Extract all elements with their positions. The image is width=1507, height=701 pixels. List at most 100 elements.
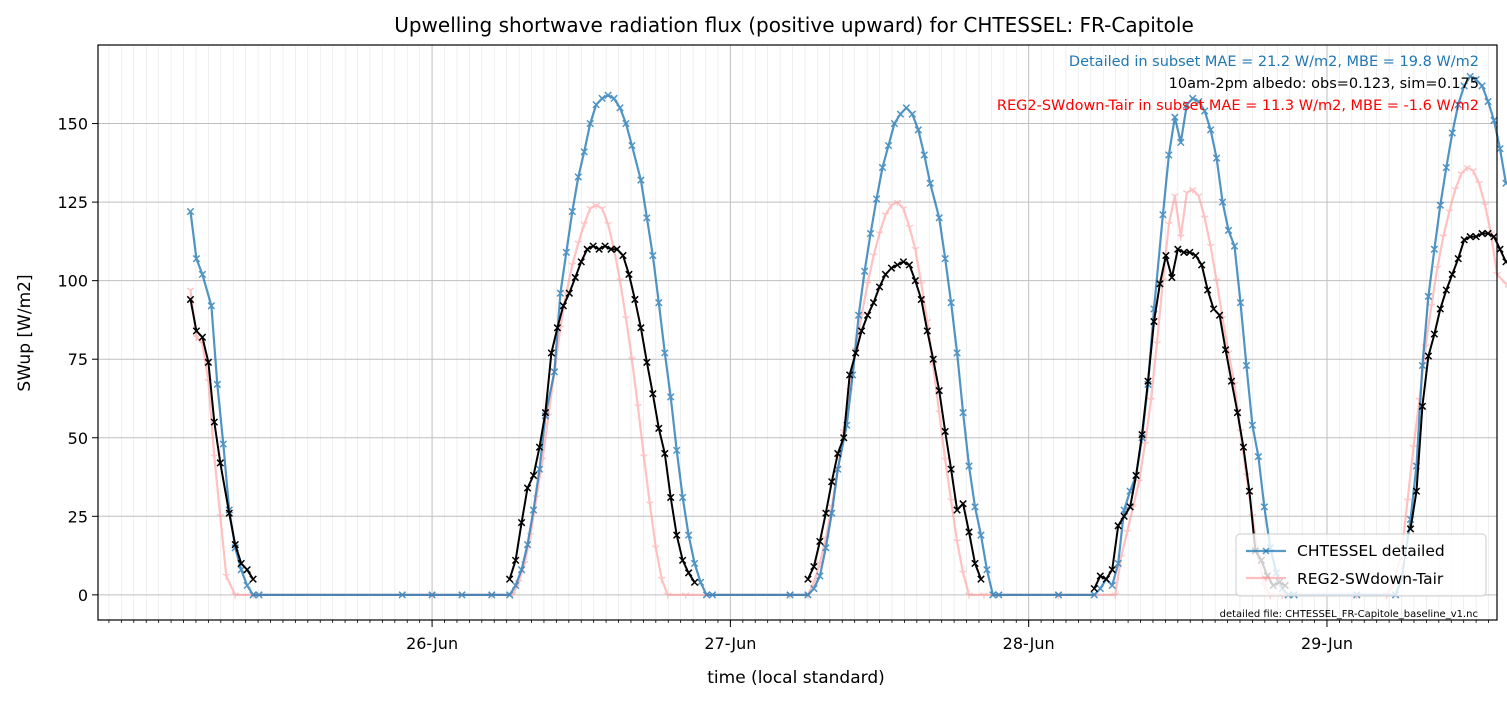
data-point-obs — [1502, 258, 1507, 266]
data-point-detailed — [192, 254, 201, 263]
data-point-obs — [186, 295, 195, 304]
annotation-reg2-mae: REG2-SWdown-Tair in subset MAE = 11.3 W/… — [997, 98, 1479, 114]
data-point-obs — [887, 264, 896, 272]
data-point-obs — [1478, 229, 1486, 238]
data-point-obs — [1490, 232, 1498, 241]
data-point-detailed — [989, 591, 997, 599]
data-point-detailed — [678, 493, 687, 502]
data-point-obs — [1150, 317, 1158, 326]
data-point-obs — [863, 311, 872, 319]
data-point-obs — [1138, 430, 1146, 439]
data-point-obs — [249, 575, 257, 583]
data-point-obs — [690, 578, 699, 587]
data-point-detailed — [1430, 245, 1439, 253]
data-point-reg2 — [1182, 190, 1191, 197]
data-point-reg2 — [1409, 444, 1418, 452]
data-point-obs — [216, 459, 225, 467]
data-point-obs — [204, 358, 213, 367]
data-point-obs — [816, 537, 824, 546]
x-tick-label: 26-Jun — [406, 634, 458, 653]
data-point-obs — [834, 449, 842, 458]
data-point-obs — [529, 471, 538, 480]
legend-marker-reg2 — [1262, 575, 1270, 582]
data-point-obs — [953, 506, 961, 514]
data-point-obs — [1120, 512, 1128, 521]
data-point-obs — [875, 283, 884, 291]
data-point-detailed — [643, 214, 651, 222]
data-point-obs — [541, 408, 550, 417]
plot-area — [98, 45, 1497, 620]
data-point-reg2 — [1153, 340, 1161, 348]
data-point-reg2 — [222, 573, 231, 581]
data-point-detailed — [1254, 452, 1263, 461]
x-tick-label: 29-Jun — [1301, 634, 1353, 653]
data-point-detailed — [941, 254, 949, 263]
data-point-detailed — [213, 380, 222, 389]
data-point-detailed — [1183, 100, 1191, 109]
data-point-obs — [845, 371, 854, 379]
data-point-reg2 — [905, 224, 914, 232]
data-point-detailed — [860, 267, 869, 275]
data-point-reg2 — [980, 592, 988, 599]
data-point-detailed — [249, 591, 257, 599]
data-point-obs — [1406, 525, 1415, 533]
data-point-detailed — [1218, 198, 1227, 206]
data-point-detailed — [616, 104, 624, 112]
data-point-detailed — [655, 298, 663, 307]
data-point-detailed — [1230, 242, 1239, 250]
data-point-detailed — [822, 544, 830, 552]
data-point-detailed — [672, 446, 681, 455]
data-point-detailed — [947, 298, 955, 307]
data-point-obs — [941, 427, 949, 436]
data-point-detailed — [550, 368, 559, 376]
data-point-obs — [672, 531, 681, 539]
data-point-detailed — [598, 94, 606, 103]
data-point-obs — [1239, 443, 1248, 451]
data-point-reg2 — [663, 592, 672, 599]
y-tick-label: 25 — [68, 507, 88, 526]
data-point-detailed — [959, 408, 967, 417]
data-point-reg2 — [965, 592, 973, 599]
data-point-obs — [1472, 232, 1480, 241]
data-point-reg2 — [681, 592, 690, 599]
data-point-obs — [1484, 229, 1492, 238]
data-point-reg2 — [881, 212, 890, 219]
legend-box — [1235, 533, 1487, 597]
data-point-detailed — [1212, 154, 1221, 162]
data-point-detailed — [1206, 126, 1215, 134]
data-point-detailed — [1496, 144, 1504, 153]
data-point-detailed — [398, 591, 406, 599]
data-point-detailed — [1424, 292, 1433, 301]
data-point-reg2 — [1177, 234, 1185, 241]
data-point-detailed — [1260, 503, 1269, 511]
data-point-reg2 — [192, 334, 201, 342]
data-point-detailed — [586, 119, 594, 128]
data-point-reg2 — [887, 202, 896, 210]
data-point-obs — [619, 251, 627, 260]
data-point-reg2 — [911, 246, 920, 254]
data-point-detailed — [610, 94, 618, 103]
data-point-reg2 — [1481, 202, 1489, 210]
data-point-detailed — [854, 311, 863, 319]
data-point-obs — [511, 556, 520, 565]
data-point-detailed — [488, 591, 496, 599]
data-point-obs — [977, 575, 985, 583]
data-point-obs — [869, 298, 878, 307]
footnote-file: detailed file: CHTESSEL_FR-Capitole_base… — [1220, 609, 1478, 620]
data-point-obs — [1424, 352, 1433, 360]
data-point-obs — [840, 434, 848, 442]
legend: CHTESSEL detailed REG2-SWdown-Tair — [1235, 533, 1487, 597]
data-point-detailed — [580, 148, 588, 156]
data-point-obs — [1174, 245, 1182, 253]
plot-frame — [97, 44, 1498, 621]
data-point-detailed — [953, 349, 961, 357]
data-point-obs — [1227, 377, 1236, 385]
data-point-reg2 — [1457, 171, 1466, 178]
data-point-reg2 — [1445, 209, 1454, 216]
data-point-obs — [517, 518, 526, 527]
data-point-detailed — [1189, 94, 1197, 103]
data-point-detailed — [1165, 151, 1173, 159]
data-point-obs — [589, 242, 597, 250]
data-point-obs — [1460, 236, 1468, 244]
